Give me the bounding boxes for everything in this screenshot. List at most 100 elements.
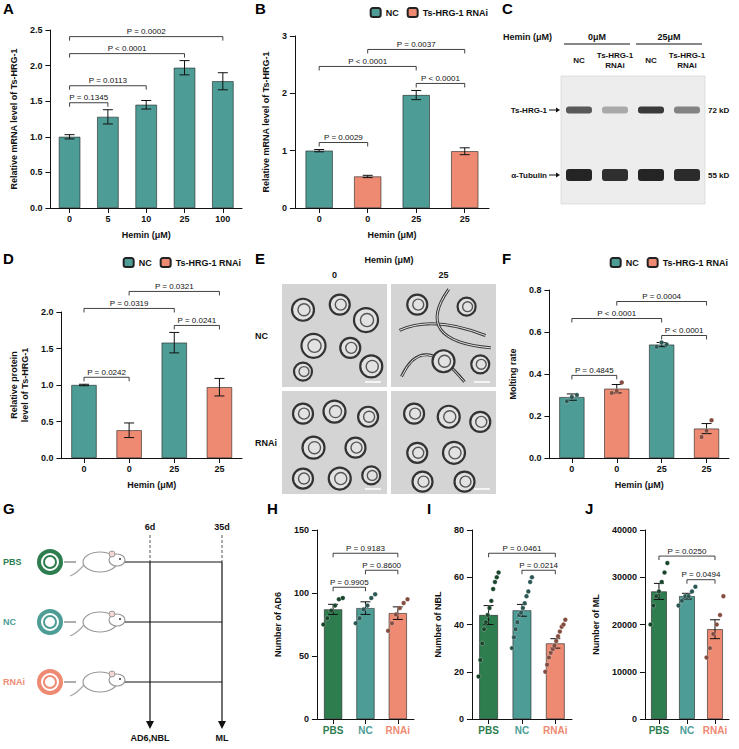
svg-text:Ts-HRG-1: Ts-HRG-1 <box>511 106 548 115</box>
svg-text:3: 3 <box>282 31 287 41</box>
svg-text:P = 0.0113: P = 0.0113 <box>89 76 128 85</box>
svg-text:Number of NBL: Number of NBL <box>433 591 443 657</box>
svg-text:P < 0.0001: P < 0.0001 <box>348 57 387 66</box>
svg-text:30000: 30000 <box>612 572 637 582</box>
svg-text:RNAi: RNAi <box>3 677 25 687</box>
svg-text:Ts-HRG-1 RNAi: Ts-HRG-1 RNAi <box>423 8 488 18</box>
svg-text:25: 25 <box>214 464 224 474</box>
svg-text:Hemin (μM): Hemin (μM) <box>615 480 664 490</box>
svg-text:P = 0.1345: P = 0.1345 <box>69 93 108 102</box>
svg-text:0.5: 0.5 <box>41 417 54 427</box>
svg-text:25: 25 <box>180 214 190 224</box>
svg-text:P = 0.0250: P = 0.0250 <box>668 547 707 556</box>
svg-text:40000: 40000 <box>612 525 637 535</box>
svg-text:20000: 20000 <box>612 620 637 630</box>
svg-text:25: 25 <box>702 464 712 474</box>
svg-text:0: 0 <box>632 714 637 724</box>
svg-text:0.4: 0.4 <box>529 369 542 379</box>
svg-text:Number of AD6: Number of AD6 <box>273 592 283 657</box>
svg-text:1.5: 1.5 <box>41 344 54 354</box>
svg-text:1.0: 1.0 <box>30 132 43 142</box>
svg-text:0.5: 0.5 <box>30 167 43 177</box>
svg-text:0: 0 <box>282 203 287 213</box>
svg-text:2: 2 <box>282 88 287 98</box>
svg-text:10: 10 <box>141 214 151 224</box>
svg-text:P = 0.9905: P = 0.9905 <box>330 578 369 587</box>
svg-text:0.0: 0.0 <box>41 453 54 463</box>
svg-text:NC: NC <box>386 8 399 18</box>
svg-text:Hemin (μM): Hemin (μM) <box>364 255 413 265</box>
svg-text:20: 20 <box>454 667 464 677</box>
svg-text:100: 100 <box>294 588 309 598</box>
svg-text:6d: 6d <box>145 522 156 532</box>
svg-text:Relative mRNA level of Ts-HRG-: Relative mRNA level of Ts-HRG-1 <box>261 51 271 192</box>
svg-text:Relative mRNA level of Ts-HRG-: Relative mRNA level of Ts-HRG-1 <box>9 48 19 189</box>
svg-text:P < 0.0001: P < 0.0001 <box>665 326 704 335</box>
svg-text:PBS: PBS <box>649 725 670 736</box>
svg-text:level of Ts-HRG-1: level of Ts-HRG-1 <box>20 348 30 422</box>
svg-text:P < 0.0001: P < 0.0001 <box>108 44 147 53</box>
svg-text:Hemin (μM): Hemin (μM) <box>503 32 552 42</box>
svg-text:0: 0 <box>81 464 86 474</box>
svg-text:25: 25 <box>411 214 421 224</box>
svg-text:RNAi: RNAi <box>677 61 697 70</box>
svg-text:0.2: 0.2 <box>529 411 542 421</box>
svg-text:RNAi: RNAi <box>543 725 568 736</box>
svg-text:2.0: 2.0 <box>41 307 54 317</box>
svg-text:Ts-HRG-1 RNAi: Ts-HRG-1 RNAi <box>663 258 728 268</box>
svg-text:PBS: PBS <box>323 725 344 736</box>
svg-text:NC: NC <box>573 56 585 65</box>
svg-text:25: 25 <box>460 214 470 224</box>
svg-text:P = 0.0029: P = 0.0029 <box>324 133 363 142</box>
svg-text:P = 0.0319: P = 0.0319 <box>110 299 149 308</box>
svg-text:P = 0.4845: P = 0.4845 <box>575 366 614 375</box>
svg-text:P = 0.0002: P = 0.0002 <box>127 27 166 36</box>
svg-text:25: 25 <box>438 270 448 280</box>
svg-text:RNAi: RNAi <box>703 725 728 736</box>
svg-text:ML: ML <box>216 733 229 743</box>
svg-text:25μM: 25μM <box>657 32 680 42</box>
svg-text:25: 25 <box>169 464 179 474</box>
svg-text:RNAi: RNAi <box>255 438 277 448</box>
svg-text:25: 25 <box>657 464 667 474</box>
svg-text:Molting rate: Molting rate <box>508 349 518 400</box>
svg-text:P = 0.0494: P = 0.0494 <box>682 570 721 579</box>
svg-text:P = 0.9183: P = 0.9183 <box>346 544 385 553</box>
svg-text:α-Tubulin: α-Tubulin <box>511 171 547 180</box>
svg-text:NC: NC <box>645 56 657 65</box>
svg-text:P = 0.0461: P = 0.0461 <box>503 544 542 553</box>
svg-text:2.0: 2.0 <box>30 61 43 71</box>
svg-text:Number of ML: Number of ML <box>591 594 601 655</box>
svg-text:P = 0.0214: P = 0.0214 <box>519 561 558 570</box>
svg-text:35d: 35d <box>214 522 230 532</box>
svg-text:PBS: PBS <box>478 725 499 736</box>
svg-text:NC: NC <box>255 331 268 341</box>
svg-text:0.8: 0.8 <box>529 285 542 295</box>
svg-text:0.0: 0.0 <box>30 203 43 213</box>
svg-text:PBS: PBS <box>3 557 22 567</box>
svg-text:0.6: 0.6 <box>529 327 542 337</box>
svg-text:RNAi: RNAi <box>605 61 625 70</box>
svg-text:NC: NC <box>626 258 639 268</box>
svg-text:NC: NC <box>139 258 152 268</box>
svg-text:NC: NC <box>515 725 529 736</box>
svg-text:0: 0 <box>67 214 72 224</box>
svg-text:Relative protein: Relative protein <box>9 351 19 419</box>
svg-text:P = 0.8600: P = 0.8600 <box>362 561 401 570</box>
svg-text:0: 0 <box>127 464 132 474</box>
svg-text:NC: NC <box>358 725 372 736</box>
svg-text:150: 150 <box>294 525 309 535</box>
svg-text:72 kD: 72 kD <box>708 106 730 115</box>
svg-text:0.0: 0.0 <box>529 453 542 463</box>
svg-text:0: 0 <box>317 214 322 224</box>
svg-text:Hemin (μM): Hemin (μM) <box>127 480 176 490</box>
svg-text:0: 0 <box>365 214 370 224</box>
svg-text:1: 1 <box>282 146 287 156</box>
svg-text:10000: 10000 <box>612 667 637 677</box>
svg-text:2.5: 2.5 <box>30 25 43 35</box>
svg-text:P = 0.0004: P = 0.0004 <box>642 292 681 301</box>
svg-text:60: 60 <box>454 572 464 582</box>
svg-text:Ts-HRG-1: Ts-HRG-1 <box>669 51 706 60</box>
svg-text:1.0: 1.0 <box>41 380 54 390</box>
svg-text:Hemin (μM): Hemin (μM) <box>122 230 171 240</box>
